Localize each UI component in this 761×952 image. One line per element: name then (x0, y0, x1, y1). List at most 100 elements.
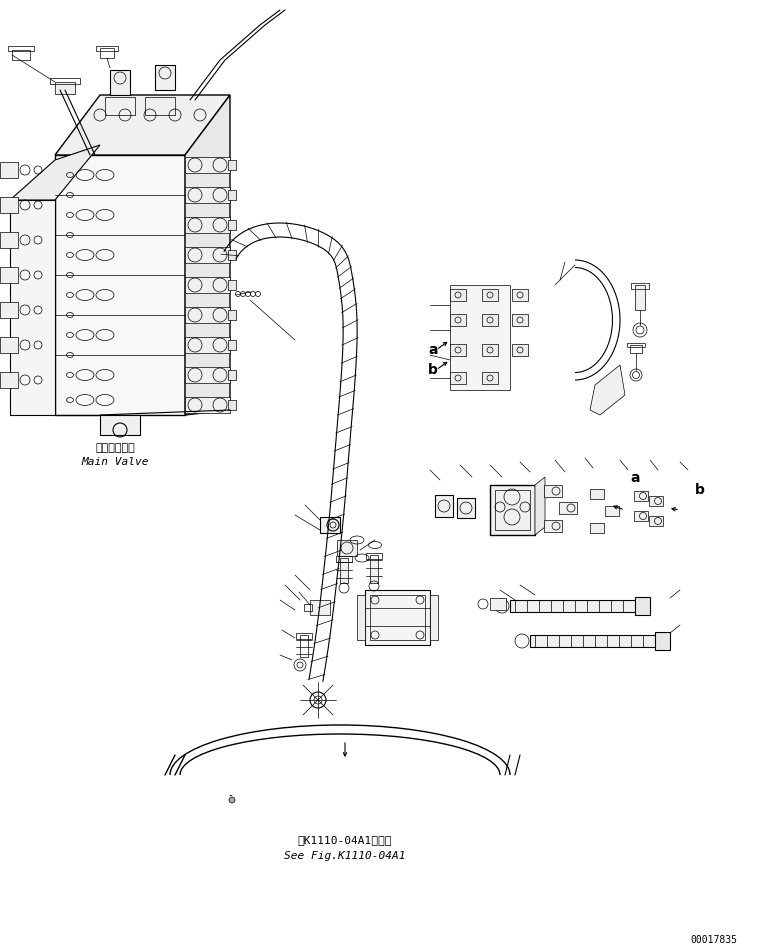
Bar (366, 553, 382, 559)
Bar (228, 310, 236, 320)
Bar (296, 633, 312, 639)
Bar (0, 302, 18, 318)
Text: b: b (428, 363, 438, 377)
Bar (635, 597, 650, 615)
Bar (0, 197, 18, 213)
Bar (510, 600, 640, 612)
Bar (370, 595, 425, 640)
Bar (482, 372, 498, 384)
Bar (630, 345, 642, 353)
Bar (590, 489, 604, 499)
Bar (605, 506, 619, 516)
Bar (559, 502, 577, 514)
Bar (340, 558, 348, 583)
Polygon shape (450, 285, 510, 390)
Bar (512, 344, 528, 356)
Bar (228, 340, 236, 350)
Bar (627, 343, 645, 347)
Bar (228, 280, 236, 290)
Bar (450, 314, 466, 326)
Bar (649, 496, 663, 506)
Polygon shape (10, 200, 55, 415)
Bar (185, 157, 230, 173)
Text: See Fig.K1110-04A1: See Fig.K1110-04A1 (285, 851, 406, 861)
Polygon shape (55, 155, 185, 415)
Bar (228, 190, 236, 200)
Bar (185, 217, 230, 233)
Bar (228, 250, 236, 260)
Bar (0, 372, 18, 388)
Polygon shape (430, 595, 438, 640)
Bar (450, 372, 466, 384)
Circle shape (229, 797, 235, 803)
Bar (105, 97, 135, 115)
Bar (185, 277, 230, 293)
Bar (0, 267, 18, 283)
Bar (590, 523, 604, 533)
Bar (450, 344, 466, 356)
Bar (634, 491, 648, 501)
Bar (228, 160, 236, 170)
Bar (185, 187, 230, 203)
Text: Main Valve: Main Valve (81, 457, 148, 467)
Bar (649, 516, 663, 526)
Text: a: a (428, 343, 438, 357)
Polygon shape (357, 595, 365, 640)
Bar (370, 555, 378, 583)
Bar (100, 48, 114, 58)
Bar (185, 367, 230, 383)
Text: 第K1110-04A1図参照: 第K1110-04A1図参照 (298, 835, 392, 845)
Bar (155, 65, 175, 90)
Bar (530, 635, 660, 647)
Text: メインバルブ: メインバルブ (95, 443, 135, 453)
Bar (110, 70, 130, 95)
Bar (482, 314, 498, 326)
Bar (490, 598, 506, 610)
Bar (96, 46, 118, 51)
Text: 00017835: 00017835 (690, 935, 737, 945)
Bar (544, 485, 562, 497)
Bar (320, 517, 340, 533)
Bar (228, 370, 236, 380)
Bar (450, 289, 466, 301)
Bar (100, 415, 140, 435)
Bar (635, 285, 645, 310)
Bar (300, 635, 308, 657)
Text: -: - (227, 790, 233, 800)
Bar (310, 600, 330, 615)
Polygon shape (590, 365, 625, 415)
Bar (228, 220, 236, 230)
Bar (457, 498, 475, 518)
Bar (435, 495, 453, 517)
Polygon shape (185, 95, 230, 415)
Bar (495, 490, 530, 530)
Polygon shape (10, 145, 100, 200)
Text: a: a (630, 471, 639, 485)
Bar (512, 289, 528, 301)
Bar (145, 97, 175, 115)
Bar (336, 556, 352, 562)
Bar (185, 247, 230, 263)
Bar (0, 232, 18, 248)
Bar (50, 78, 80, 84)
Bar (631, 283, 649, 289)
Bar (55, 82, 75, 94)
Bar (512, 314, 528, 326)
Bar (185, 307, 230, 323)
Bar (544, 520, 562, 532)
Bar (634, 511, 648, 521)
Bar (8, 46, 34, 51)
Bar (0, 337, 18, 353)
Polygon shape (55, 95, 230, 155)
Bar (0, 162, 18, 178)
Bar (228, 400, 236, 410)
Bar (655, 632, 670, 650)
Bar (185, 337, 230, 353)
Bar (12, 50, 30, 60)
Bar (365, 590, 430, 645)
Bar (337, 540, 357, 556)
Bar (490, 485, 535, 535)
Bar (185, 397, 230, 413)
Bar (304, 604, 312, 611)
Polygon shape (535, 477, 545, 535)
